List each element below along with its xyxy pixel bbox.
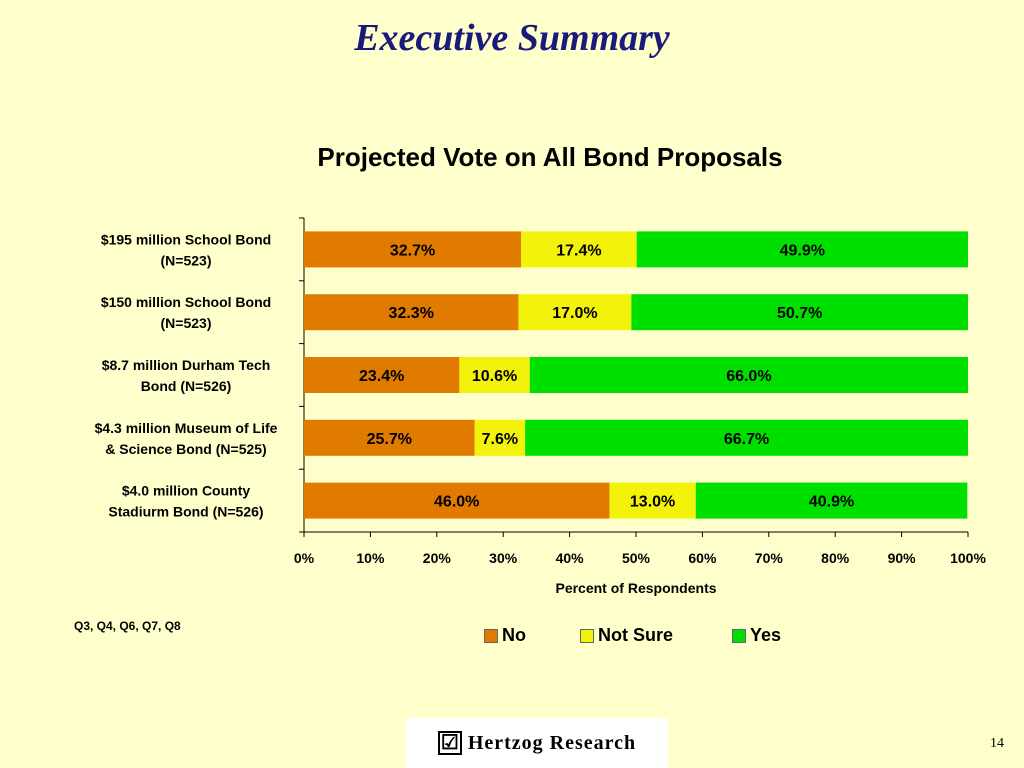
x-tick-label: 30%	[489, 550, 518, 566]
source-note: Q3, Q4, Q6, Q7, Q8	[74, 619, 181, 633]
bar-segment-not-sure	[459, 357, 530, 393]
slide-title: Executive Summary	[354, 17, 670, 59]
x-tick-label: 50%	[622, 550, 651, 566]
bar-segment-no	[304, 294, 519, 331]
data-label: 7.6%	[482, 431, 518, 448]
legend-label: Yes	[750, 625, 782, 645]
page-number: 14	[990, 736, 1004, 751]
category-label: $195 million School Bond	[101, 231, 271, 247]
data-label: 23.4%	[359, 368, 404, 385]
category-label: (N=523)	[161, 252, 212, 268]
bar-segment-not-sure	[518, 294, 632, 331]
category-label: Bond (N=526)	[141, 378, 232, 394]
category-label: $8.7 million Durham Tech	[102, 357, 271, 373]
bar-segment-yes	[636, 231, 968, 268]
legend-swatch	[732, 628, 746, 643]
x-tick-label: 40%	[556, 550, 585, 566]
bar-segment-yes	[529, 357, 968, 393]
bar-segment-yes	[525, 419, 968, 456]
data-label: 32.3%	[389, 305, 434, 322]
stacked-bar-chart: 0% 10% 20% 30% 40% 50% 60% 70% 80% 90% 100% Percent…	[95, 217, 986, 596]
data-label: 13.0%	[630, 494, 675, 511]
bar-segment-no	[304, 357, 460, 393]
data-label: 50.7%	[777, 305, 822, 322]
data-label: 66.7%	[724, 431, 769, 448]
category-label: Stadiurm Bond (N=526)	[108, 504, 263, 520]
bar-segment-no	[304, 231, 522, 268]
category-label: & Science Bond (N=525)	[105, 441, 266, 457]
company-logo: ☑ Hertzog Research	[406, 718, 668, 768]
legend-swatch	[484, 628, 498, 643]
data-label: 49.9%	[780, 242, 825, 259]
bar-segment-yes	[631, 294, 968, 331]
x-tick-label: 20%	[423, 550, 452, 566]
x-tick-label: 80%	[821, 550, 850, 566]
bar-segment-no	[304, 419, 475, 456]
checkbox-logo-icon: ☑	[437, 731, 462, 755]
data-label: 46.0%	[434, 494, 479, 511]
logo-text: Hertzog Research	[467, 731, 637, 754]
x-tick-label: 0%	[294, 550, 315, 566]
legend-swatch	[580, 628, 594, 643]
category-label: $4.3 million Museum of Life	[95, 420, 278, 436]
x-axis-title: Percent of Respondents	[555, 580, 716, 596]
data-label: 17.0%	[552, 305, 597, 322]
x-tick-label: 70%	[755, 550, 784, 566]
x-tick-label: 60%	[688, 550, 717, 566]
category-label: $150 million School Bond	[101, 294, 271, 310]
bar-segment-yes	[695, 482, 968, 519]
data-label: 32.7%	[390, 242, 435, 259]
x-tick-label: 100%	[950, 550, 986, 566]
bar-segment-not-sure	[609, 482, 696, 519]
bar-segment-not-sure	[521, 231, 637, 268]
legend-item: No	[484, 625, 526, 646]
bar-segment-no	[304, 482, 610, 519]
x-tick-label: 10%	[356, 550, 385, 566]
data-label: 66.0%	[726, 368, 771, 385]
bar-segment-not-sure	[474, 419, 526, 456]
legend-item: Not Sure	[580, 625, 673, 646]
category-label: $4.0 million County	[122, 483, 251, 499]
chart-title: Projected Vote on All Bond Proposals	[317, 142, 783, 172]
data-label: 40.9%	[809, 494, 854, 511]
data-label: 25.7%	[367, 431, 412, 448]
legend-item: Yes	[732, 625, 781, 646]
x-tick-label: 90%	[888, 550, 917, 566]
data-label: 17.4%	[556, 242, 601, 259]
legend-label: Not Sure	[598, 625, 674, 645]
category-label: (N=523)	[161, 315, 212, 331]
legend-label: No	[502, 625, 526, 645]
data-label: 10.6%	[472, 368, 517, 385]
